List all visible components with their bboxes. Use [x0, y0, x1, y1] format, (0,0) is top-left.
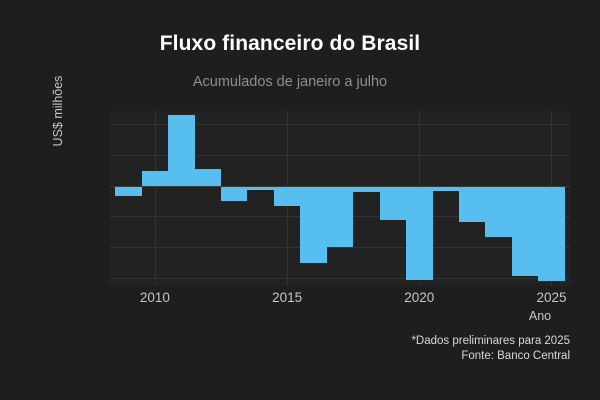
x-tick-label: 2015: [272, 290, 303, 305]
x-tick-label: 2025: [536, 290, 567, 305]
chart-title: Fluxo financeiro do Brasil: [159, 32, 421, 55]
bar: [432, 185, 459, 191]
bar: [406, 185, 433, 280]
footnote-preliminary: *Dados preliminares para 2025: [411, 335, 570, 347]
gridline-horizontal: [110, 277, 570, 279]
gridline-horizontal: [110, 247, 570, 249]
bar: [194, 169, 222, 186]
bar: [511, 185, 539, 276]
footnote-source: Fonte: Banco Central: [461, 350, 570, 362]
chart-subtitle: Acumulados de janeiro a julho: [192, 74, 388, 90]
bar: [326, 185, 354, 248]
plot-area: [110, 111, 570, 286]
bar: [538, 185, 565, 281]
bar: [115, 185, 142, 196]
bar: [379, 185, 407, 221]
bar: [168, 115, 195, 186]
bar: [485, 185, 512, 237]
zero-baseline: [110, 185, 570, 187]
bar: [353, 185, 380, 192]
gridline-vertical: [154, 111, 156, 286]
x-tick-label: 2010: [139, 290, 170, 305]
x-tick-label: 2020: [404, 290, 435, 305]
bar: [247, 185, 274, 190]
bar: [458, 185, 486, 222]
x-axis-label: Ano: [528, 309, 552, 323]
bar: [221, 185, 248, 202]
gridline-horizontal: [110, 124, 570, 126]
y-axis-label: US$ milhões: [51, 75, 65, 147]
bar: [300, 185, 327, 264]
bar: [141, 171, 169, 186]
gridline-horizontal: [110, 155, 570, 156]
bar: [273, 185, 301, 207]
